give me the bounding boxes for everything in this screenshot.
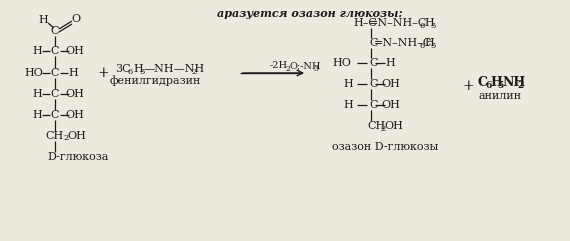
Text: H: H xyxy=(38,15,48,25)
Text: H: H xyxy=(385,58,395,68)
Text: 5: 5 xyxy=(430,42,435,50)
Text: 6: 6 xyxy=(485,81,491,91)
Text: 5: 5 xyxy=(139,68,144,76)
Text: C: C xyxy=(369,79,377,89)
Text: H: H xyxy=(343,100,353,110)
Text: H: H xyxy=(32,110,42,120)
Text: анилин: анилин xyxy=(478,91,522,101)
Text: OH: OH xyxy=(384,121,403,131)
Text: аразуется озазон глюкозы:: аразуется озазон глюкозы: xyxy=(217,8,403,19)
Text: 2: 2 xyxy=(380,125,385,133)
Text: H: H xyxy=(424,38,434,48)
Text: H: H xyxy=(490,76,502,89)
Text: NH: NH xyxy=(502,76,525,89)
Text: +: + xyxy=(462,79,474,93)
Text: C: C xyxy=(369,100,377,110)
Text: H: H xyxy=(343,79,353,89)
Text: 2: 2 xyxy=(285,65,290,73)
Text: 3: 3 xyxy=(313,65,318,73)
Text: =N–NH–C: =N–NH–C xyxy=(369,18,428,28)
Text: C: C xyxy=(369,58,377,68)
Text: 2: 2 xyxy=(63,134,68,142)
Text: C: C xyxy=(51,110,59,120)
Text: OH: OH xyxy=(381,100,401,110)
Text: H: H xyxy=(32,89,42,99)
Text: =N–NH–C: =N–NH–C xyxy=(374,38,433,48)
Text: H–C: H–C xyxy=(353,18,377,28)
Text: O: O xyxy=(71,14,80,24)
Text: озазон D-глюкозы: озазон D-глюкозы xyxy=(332,142,438,152)
Text: 6: 6 xyxy=(128,68,133,76)
Text: CH: CH xyxy=(367,121,385,131)
Text: C: C xyxy=(51,89,59,99)
Text: C: C xyxy=(369,38,377,48)
Text: +: + xyxy=(97,66,109,80)
Text: CH: CH xyxy=(46,131,64,141)
Text: OH: OH xyxy=(67,131,86,141)
Text: HO: HO xyxy=(332,58,351,68)
Text: H: H xyxy=(133,64,142,74)
Text: OH: OH xyxy=(66,89,84,99)
Text: C: C xyxy=(478,76,488,89)
Text: C: C xyxy=(51,26,59,36)
Text: 5: 5 xyxy=(497,81,503,91)
Text: H: H xyxy=(424,18,434,28)
Text: C: C xyxy=(51,46,59,56)
Text: 6: 6 xyxy=(419,42,424,50)
Text: H: H xyxy=(32,46,42,56)
Text: -2H: -2H xyxy=(270,61,288,71)
Text: 6: 6 xyxy=(419,22,424,30)
Text: HO: HO xyxy=(25,68,43,78)
Text: H: H xyxy=(68,68,78,78)
Text: —NH—NH: —NH—NH xyxy=(144,64,205,74)
Text: 2: 2 xyxy=(191,68,196,76)
Text: D-глюкоза: D-глюкоза xyxy=(47,152,108,162)
Text: 2: 2 xyxy=(517,81,523,91)
Text: C: C xyxy=(51,68,59,78)
Text: 3C: 3C xyxy=(115,64,131,74)
Text: фенилгидразин: фенилгидразин xyxy=(109,76,201,86)
Text: 5: 5 xyxy=(430,22,435,30)
Text: OH: OH xyxy=(66,110,84,120)
Text: O;-NH: O;-NH xyxy=(289,61,320,71)
Text: OH: OH xyxy=(381,79,401,89)
Text: OH: OH xyxy=(66,46,84,56)
